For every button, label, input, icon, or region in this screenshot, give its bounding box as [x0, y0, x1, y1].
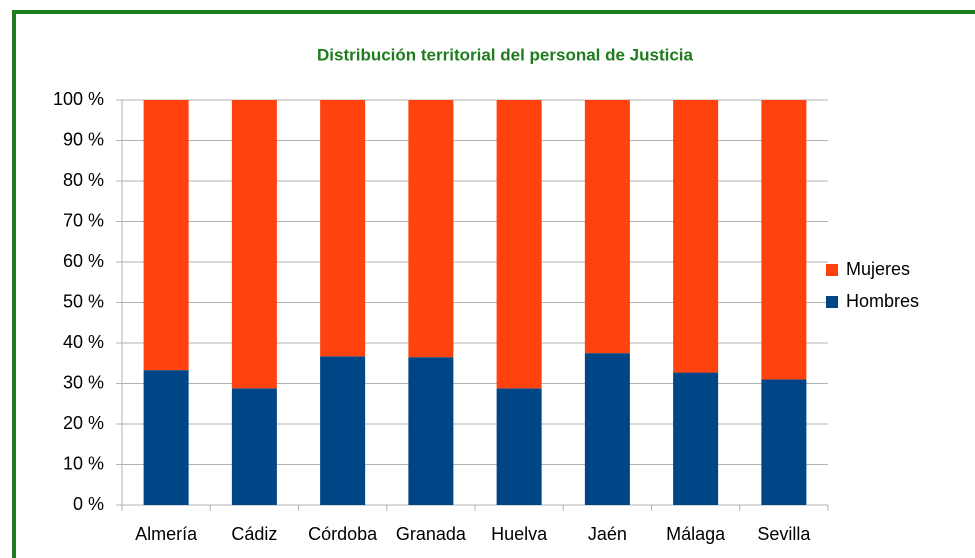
bar-segment — [231, 388, 277, 505]
chart-title: Distribución territorial del personal de… — [317, 45, 694, 64]
bar-segment — [320, 100, 366, 357]
legend-label: Hombres — [846, 291, 919, 311]
y-tick-label: 10 % — [63, 453, 104, 473]
y-tick-label: 90 % — [63, 129, 104, 149]
bar-segment — [761, 379, 807, 505]
x-tick-label: Sevilla — [757, 524, 811, 544]
y-tick-label: 20 % — [63, 413, 104, 433]
bar-segment — [143, 370, 189, 505]
y-tick-label: 0 % — [73, 494, 104, 514]
bar-segment — [496, 388, 542, 505]
y-tick-label: 60 % — [63, 251, 104, 271]
x-tick-label: Jaén — [588, 524, 627, 544]
y-tick-label: 100 % — [53, 89, 104, 109]
bar-segment — [673, 100, 719, 373]
y-tick-label: 40 % — [63, 332, 104, 352]
y-tick-label: 50 % — [63, 291, 104, 311]
bar-segment — [584, 100, 630, 354]
x-tick-label: Huelva — [491, 524, 548, 544]
bar-segment — [584, 353, 630, 505]
x-tick-label: Córdoba — [308, 524, 378, 544]
legend-label: Mujeres — [846, 259, 910, 279]
bar-segment — [231, 100, 277, 389]
x-tick-label: Málaga — [666, 524, 726, 544]
bar-segment — [496, 100, 542, 389]
bar-segment — [408, 357, 454, 505]
bar-segment — [320, 356, 366, 505]
x-tick-label: Cádiz — [231, 524, 277, 544]
y-tick-label: 70 % — [63, 210, 104, 230]
bar-segment — [143, 100, 189, 371]
legend-swatch — [826, 296, 838, 308]
y-tick-label: 30 % — [63, 372, 104, 392]
x-tick-label: Granada — [396, 524, 467, 544]
bar-segment — [761, 100, 807, 380]
bar-segment — [408, 100, 454, 358]
legend-swatch — [826, 264, 838, 276]
x-tick-label: Almería — [135, 524, 198, 544]
y-tick-label: 80 % — [63, 170, 104, 190]
bar-segment — [673, 372, 719, 505]
